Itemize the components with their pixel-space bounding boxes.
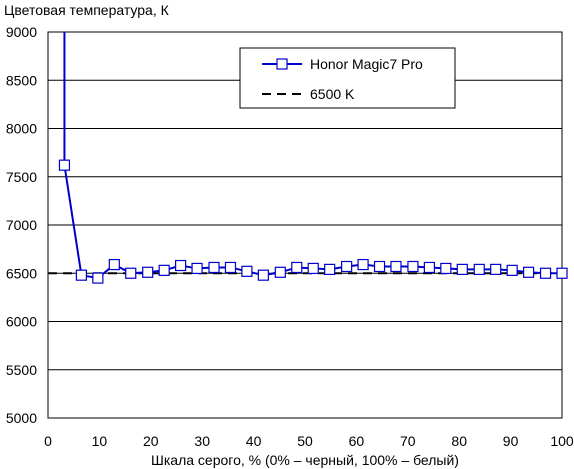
data-point — [324, 263, 336, 275]
x-tick-label: 10 — [92, 433, 108, 449]
series-layer — [48, 32, 568, 284]
data-point — [539, 267, 552, 279]
x-tick-label: 90 — [503, 433, 519, 449]
x-tick-label: 100 — [550, 433, 574, 449]
data-point — [373, 260, 386, 273]
x-tick-label: 30 — [194, 433, 210, 449]
x-tick-label: 70 — [400, 433, 416, 449]
legend-box — [239, 47, 456, 109]
data-point — [407, 260, 419, 273]
data-point — [390, 260, 402, 273]
data-point — [341, 260, 353, 273]
x-tick-label: 80 — [451, 433, 467, 449]
legend-marker-series-1 — [276, 58, 288, 70]
data-point — [556, 267, 568, 279]
data-point — [175, 259, 187, 272]
y-tick-label: 7500 — [6, 169, 37, 185]
data-point — [224, 261, 237, 274]
x-axis-label: Шкала серого, % (0% – черный, 100% – бел… — [151, 452, 459, 468]
legend-label-series-1: Honor Magic7 Pro — [310, 56, 423, 72]
x-tick-labels: 0 10 20 30 40 50 60 70 80 90 100 — [44, 433, 574, 449]
legend-label-series-2: 6500 K — [310, 86, 355, 102]
plot-frame — [47, 31, 563, 419]
y-tick-labels: 5000 5500 6000 6500 7000 7500 8000 8500 9000 — [6, 24, 37, 426]
data-point — [456, 263, 468, 275]
y-tick-label: 8000 — [6, 121, 37, 137]
y-tick-label: 8500 — [6, 72, 37, 88]
x-tick-label: 0 — [44, 433, 52, 449]
x-tick-label: 60 — [349, 433, 365, 449]
data-point — [92, 272, 104, 284]
data-point — [506, 264, 518, 276]
x-tick-label: 50 — [297, 433, 313, 449]
data-point — [274, 266, 286, 278]
y-tick-label: 5500 — [6, 362, 37, 378]
y-tick-label: 6500 — [6, 265, 37, 281]
data-point — [158, 264, 170, 276]
data-point — [208, 261, 220, 274]
y-tick-label: 5000 — [6, 410, 37, 426]
data-point — [191, 262, 203, 275]
data-point — [490, 263, 502, 275]
x-tick-label: 20 — [143, 433, 159, 449]
x-tick-label: 40 — [246, 433, 262, 449]
data-point — [108, 258, 120, 271]
data-point — [241, 265, 253, 277]
data-point — [257, 269, 269, 281]
data-point — [473, 263, 485, 275]
data-point — [125, 267, 137, 279]
data-point — [142, 266, 154, 278]
y-axis-label: Цветовая температура, К — [4, 2, 170, 18]
data-point — [440, 262, 452, 275]
data-point — [291, 261, 303, 274]
data-point — [75, 269, 88, 281]
y-tick-label: 9000 — [6, 24, 37, 40]
legend: Honor Magic7 Pro 6500 K — [239, 47, 456, 109]
data-point — [423, 261, 435, 274]
data-point — [58, 159, 71, 171]
y-tick-label: 6000 — [6, 314, 37, 330]
data-point — [307, 262, 319, 275]
y-tick-label: 7000 — [6, 217, 37, 233]
data-point — [522, 266, 535, 278]
data-point — [357, 258, 369, 271]
